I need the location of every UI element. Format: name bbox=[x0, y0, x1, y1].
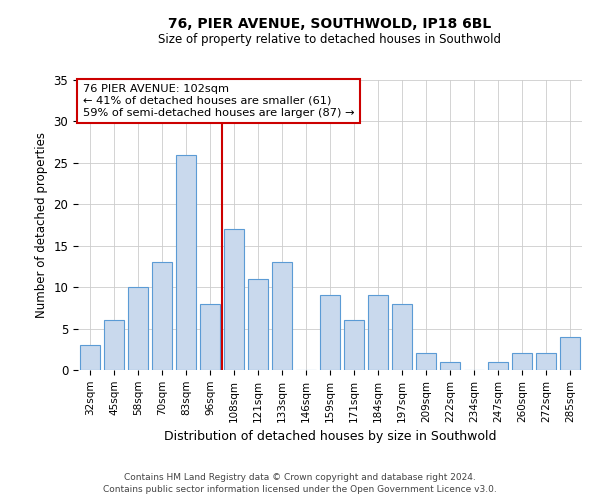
Bar bbox=[512, 354, 532, 370]
Text: 76, PIER AVENUE, SOUTHWOLD, IP18 6BL: 76, PIER AVENUE, SOUTHWOLD, IP18 6BL bbox=[169, 18, 491, 32]
Bar bbox=[200, 304, 220, 370]
Bar bbox=[104, 320, 124, 370]
Bar bbox=[224, 229, 244, 370]
Bar bbox=[344, 320, 364, 370]
Bar bbox=[176, 154, 196, 370]
Bar bbox=[416, 354, 436, 370]
Bar bbox=[152, 262, 172, 370]
Bar bbox=[536, 354, 556, 370]
Text: Contains HM Land Registry data © Crown copyright and database right 2024.: Contains HM Land Registry data © Crown c… bbox=[124, 472, 476, 482]
Bar bbox=[248, 279, 268, 370]
Bar bbox=[488, 362, 508, 370]
Bar bbox=[560, 337, 580, 370]
Bar bbox=[320, 296, 340, 370]
Text: Size of property relative to detached houses in Southwold: Size of property relative to detached ho… bbox=[158, 32, 502, 46]
X-axis label: Distribution of detached houses by size in Southwold: Distribution of detached houses by size … bbox=[164, 430, 496, 443]
Bar bbox=[272, 262, 292, 370]
Bar bbox=[440, 362, 460, 370]
Bar bbox=[80, 345, 100, 370]
Bar bbox=[368, 296, 388, 370]
Bar bbox=[392, 304, 412, 370]
Y-axis label: Number of detached properties: Number of detached properties bbox=[35, 132, 48, 318]
Text: 76 PIER AVENUE: 102sqm
← 41% of detached houses are smaller (61)
59% of semi-det: 76 PIER AVENUE: 102sqm ← 41% of detached… bbox=[83, 84, 355, 117]
Text: Contains public sector information licensed under the Open Government Licence v3: Contains public sector information licen… bbox=[103, 485, 497, 494]
Bar bbox=[128, 287, 148, 370]
